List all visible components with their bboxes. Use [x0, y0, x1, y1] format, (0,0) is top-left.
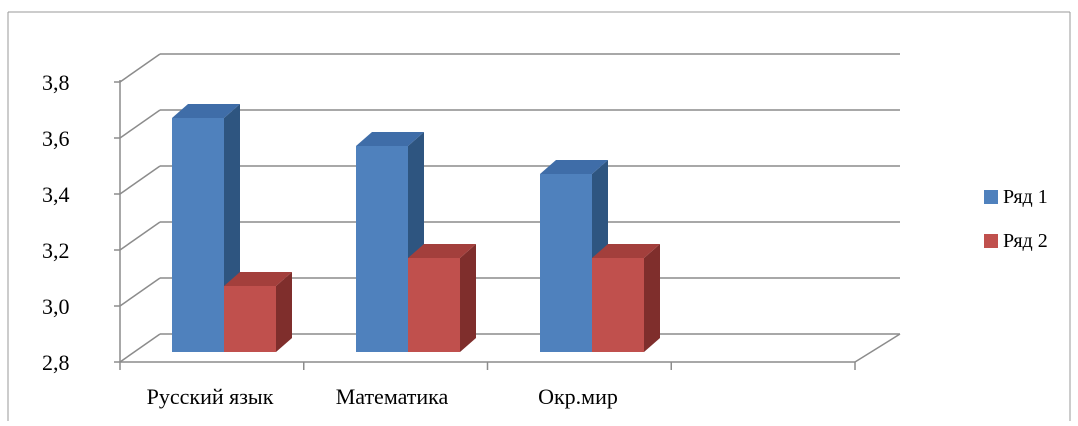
legend-swatch: [984, 234, 998, 248]
gridline-side: [119, 109, 161, 139]
y-tick-label: 3,2: [42, 238, 70, 263]
bar-top: [172, 104, 240, 118]
bar-top: [356, 132, 424, 146]
bar-side: [644, 244, 660, 352]
gridline-side: [119, 221, 161, 251]
legend-label: Ряд 2: [1003, 230, 1048, 252]
floor-right-edge: [854, 333, 901, 363]
y-axis-ticks: 2,8 3,0 3,2 3,4 3,6 3,8: [42, 70, 70, 375]
bar-front: [592, 258, 644, 352]
bar-top: [408, 244, 476, 258]
gridline-side: [119, 333, 161, 363]
bars: [172, 104, 660, 352]
y-tick-label: 3,4: [42, 182, 70, 207]
gridlines: [114, 53, 901, 370]
gridline-side: [119, 277, 161, 307]
y-tick-label: 3,6: [42, 126, 70, 151]
bar-front: [408, 258, 460, 352]
bar-front: [224, 286, 276, 352]
bar-front: [356, 146, 408, 352]
legend-label: Ряд 1: [1003, 186, 1048, 208]
legend-swatch: [984, 190, 998, 204]
x-category-label: Математика: [336, 384, 449, 409]
chart-border: [7, 11, 1071, 421]
bar-top: [592, 244, 660, 258]
y-tick-label: 3,0: [42, 294, 70, 319]
y-tick-label: 3,8: [42, 70, 70, 95]
gridline-side: [119, 53, 161, 83]
x-axis-categories: Русский язык Математика Окр.мир: [147, 384, 618, 409]
bar-front: [172, 118, 224, 352]
legend: Ряд 1 Ряд 2: [984, 186, 1048, 252]
bar-side: [276, 272, 292, 352]
y-tick-label: 2,8: [42, 350, 70, 375]
bar-top: [224, 272, 292, 286]
gridline-side: [119, 165, 161, 195]
bar-front: [540, 174, 592, 352]
x-category-label: Русский язык: [147, 384, 274, 409]
x-category-label: Окр.мир: [538, 384, 618, 409]
bar-top: [540, 160, 608, 174]
bar-side: [460, 244, 476, 352]
